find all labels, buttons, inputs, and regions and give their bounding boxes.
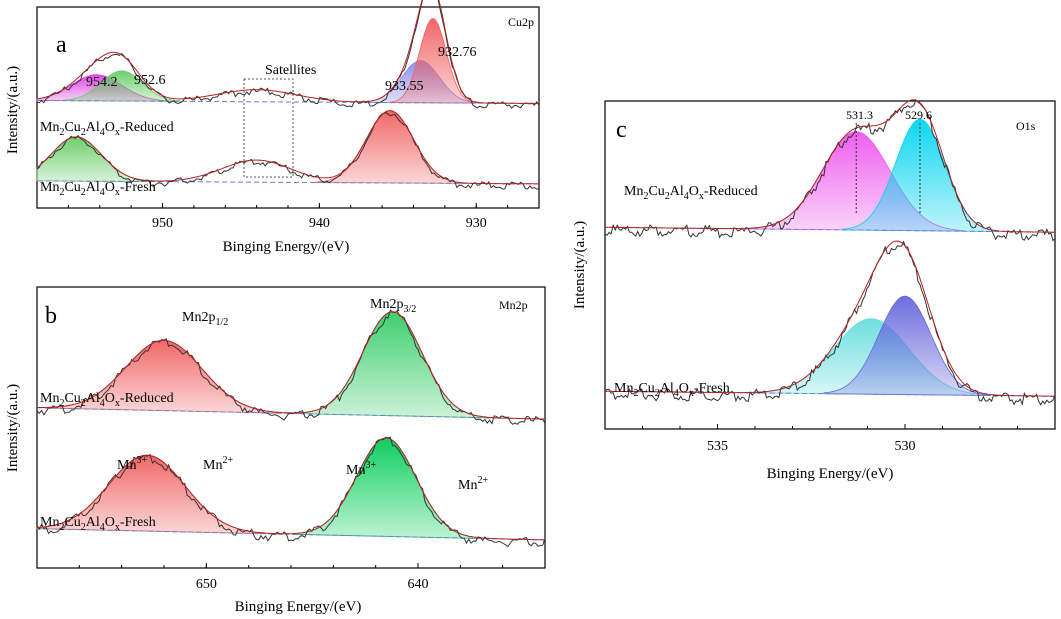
peak-955.5 — [36, 136, 152, 183]
peak-932.76 — [390, 18, 476, 104]
peak-label-933-55: 933.55 — [385, 79, 424, 94]
peak-label-531-3: 531.3 — [846, 108, 873, 122]
x-tick-label-950: 950 — [152, 216, 173, 231]
x-tick-label-640: 640 — [408, 577, 429, 592]
fit-envelope — [605, 240, 1055, 397]
series-label-fresh: Mn2Cu2Al4Ox-Fresh — [40, 515, 156, 533]
satellites-box — [243, 78, 294, 178]
panel-a-ylabel: Intensity/(a.u.) — [5, 66, 21, 154]
peak-530 — [823, 295, 988, 396]
panel-b-label: b — [45, 303, 57, 329]
satellites-label: Satellites — [265, 63, 316, 78]
panel-b-ylabel: Intensity/(a.u.) — [5, 384, 21, 472]
panel-a-label: a — [56, 32, 67, 58]
panel-c-plot — [604, 98, 1056, 406]
peak-952.6 — [61, 70, 182, 102]
label-mn2plus-left: Mn2+ — [203, 455, 233, 473]
panel-c-label: c — [616, 117, 627, 143]
label-mn3plus-left: Mn3+ — [117, 455, 147, 473]
baseline-reduced — [36, 407, 546, 420]
label-mn3plus-right: Mn3+ — [346, 460, 376, 478]
peak-label-932-76: 932.76 — [438, 45, 477, 60]
raw-spectrum — [604, 240, 1056, 406]
peak-641.2 — [297, 311, 488, 419]
panel-b-plot — [36, 309, 546, 548]
fit-envelope — [36, 110, 539, 185]
x-tick-label-535: 535 — [707, 439, 728, 454]
panel-c-ylabel: Intensity/(a.u.) — [572, 221, 588, 309]
panel-a-xlabel: Binging Energy/(eV) — [223, 239, 350, 255]
panel-a-title: Cu2p — [508, 15, 534, 29]
panel-b-mn2p: b Mn2p 650 640 Binging Energy/(eV) Intens… — [5, 286, 546, 615]
baseline-reduced — [37, 100, 540, 104]
panel-b-xlabel: Binging Energy/(eV) — [235, 599, 362, 615]
baseline-fresh — [36, 528, 546, 541]
fit-envelope — [36, 0, 539, 104]
series-label-reduced: Mn2Cu2Al4Ox-Reduced — [624, 184, 758, 202]
series-label-reduced: Mn2Cu2Al4Ox-Reduced — [40, 120, 174, 138]
panel-c-legends: Mn2Cu2Al4Ox-Reduced Mn2Cu2Al4Ox-Fresh — [614, 184, 758, 399]
baseline-reduced — [604, 226, 1056, 233]
panel-c-o1s: c O1s 535 530 Binging Energy/(eV) Intensi… — [572, 98, 1056, 482]
x-tick-label-530: 530 — [895, 439, 916, 454]
series-label-reduced: Mn2Cu2Al4Ox-Reduced — [40, 391, 174, 409]
panel-a-plot — [36, 0, 540, 190]
baseline-fresh — [604, 390, 1056, 397]
fit-envelope — [36, 311, 546, 420]
series-label-fresh: Mn2Cu2Al4Ox-Fresh — [40, 180, 156, 198]
panel-c-x-ticks: 535 530 — [604, 424, 1056, 454]
raw-spectrum — [36, 436, 546, 548]
x-tick-label-940: 940 — [309, 216, 330, 231]
raw-spectrum — [36, 112, 540, 190]
panel-c-guides — [855, 123, 921, 214]
fit-envelope — [605, 99, 1055, 233]
panel-b-legends: Mn2Cu2Al4Ox-Reduced Mn2Cu2Al4Ox-Fresh — [40, 391, 174, 533]
x-tick-label-930: 930 — [466, 216, 487, 231]
panel-a-cu2p: a Cu2p 950 940 930 Binging Energy/(eV) Int… — [5, 0, 540, 255]
peak-label-529-6: 529.6 — [905, 108, 932, 122]
label-mn2plus-right: Mn2+ — [458, 475, 488, 493]
series-label-fresh: Mn2Cu2Al4Ox-Fresh — [614, 381, 730, 399]
panel-c-xlabel: Binging Energy/(eV) — [767, 466, 894, 482]
panel-a-x-ticks: 950 940 930 — [36, 203, 540, 231]
peak-641.5 — [292, 437, 481, 539]
peak-label-952-6: 952.6 — [134, 73, 166, 88]
x-tick-label-650: 650 — [196, 577, 217, 592]
label-mn2p-1-2: Mn2p1/2 — [182, 310, 228, 328]
fit-envelope — [36, 437, 546, 541]
label-mn2p-3-2: Mn2p3/2 — [370, 297, 416, 315]
panel-b-x-ticks: 650 640 — [36, 563, 546, 592]
panel-c-title: O1s — [1016, 119, 1036, 133]
panel-a-legends: Mn2Cu2Al4Ox-Reduced Mn2Cu2Al4Ox-Fresh — [40, 120, 174, 198]
peak-label-954-2: 954.2 — [86, 75, 118, 90]
panel-b-title: Mn2p — [499, 298, 528, 312]
peak-935.5 — [315, 110, 465, 184]
